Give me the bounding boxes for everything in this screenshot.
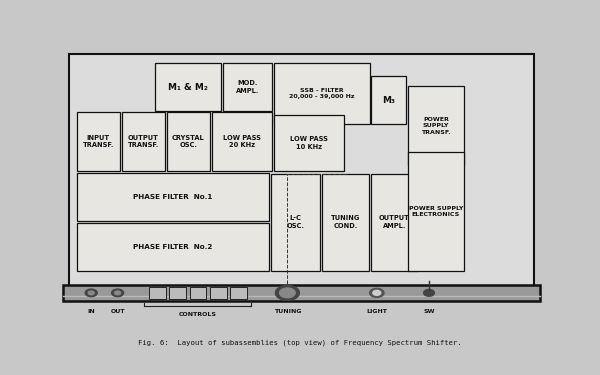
Text: M₁ & M₂: M₁ & M₂ [168, 82, 208, 92]
Text: SW: SW [423, 309, 435, 314]
Bar [223, 63, 272, 111]
Circle shape [280, 288, 295, 298]
Text: INPUT
TRANSF.: INPUT TRANSF. [83, 135, 114, 148]
Text: SSB - FILTER
20,000 - 39,000 Hz: SSB - FILTER 20,000 - 39,000 Hz [289, 88, 355, 99]
Bar [77, 223, 269, 271]
Text: CONTROLS: CONTROLS [178, 312, 217, 317]
Text: TUNING: TUNING [274, 309, 301, 314]
Text: OUT: OUT [110, 309, 125, 314]
Text: PHASE FILTER  No.2: PHASE FILTER No.2 [133, 244, 212, 250]
Bar [167, 112, 210, 171]
Text: IN: IN [88, 309, 95, 314]
Bar [190, 287, 206, 299]
Bar [155, 63, 221, 111]
Bar [274, 115, 344, 171]
Bar [69, 54, 534, 287]
Text: TUNING
COND.: TUNING COND. [331, 216, 360, 229]
Text: LOW PASS
20 KHz: LOW PASS 20 KHz [223, 135, 261, 148]
Text: CRYSTAL
OSC.: CRYSTAL OSC. [172, 135, 205, 148]
Text: L-C
OSC.: L-C OSC. [287, 216, 305, 229]
Bar [210, 287, 227, 299]
Bar [122, 112, 165, 171]
Bar [77, 112, 120, 171]
Circle shape [88, 291, 94, 295]
Circle shape [115, 291, 121, 295]
Text: POWER SUPPLY
ELECTRONICS: POWER SUPPLY ELECTRONICS [409, 206, 463, 217]
Bar [322, 174, 369, 271]
Bar [149, 287, 166, 299]
Circle shape [370, 288, 384, 297]
Text: Fig. 6:  Layout of subassemblies (top view) of Frequency Spectrum Shifter.: Fig. 6: Layout of subassemblies (top vie… [138, 340, 462, 346]
Text: OUTPUT
TRANSF.: OUTPUT TRANSF. [128, 135, 159, 148]
Text: POWER
SUPPLY
TRANSF.: POWER SUPPLY TRANSF. [421, 117, 451, 135]
Circle shape [275, 285, 299, 300]
Text: MOD.
AMPL.: MOD. AMPL. [236, 80, 259, 94]
Bar [63, 285, 540, 301]
Bar [371, 76, 406, 124]
Bar [77, 173, 269, 221]
Text: M₃: M₃ [382, 96, 395, 105]
Text: LIGHT: LIGHT [367, 309, 387, 314]
Circle shape [424, 290, 434, 296]
Bar [274, 63, 370, 124]
Text: PHASE FILTER  No.1: PHASE FILTER No.1 [133, 194, 212, 200]
Bar [408, 86, 464, 165]
Bar [169, 287, 186, 299]
Text: LOW PASS
10 KHz: LOW PASS 10 KHz [290, 136, 328, 150]
Circle shape [112, 289, 124, 297]
Bar [408, 152, 464, 271]
Circle shape [373, 290, 381, 296]
Bar [212, 112, 272, 171]
Bar [230, 287, 247, 299]
Bar [271, 174, 320, 271]
Circle shape [85, 289, 97, 297]
Text: OUTPUT
AMPL.: OUTPUT AMPL. [379, 216, 410, 229]
Bar [371, 174, 418, 271]
